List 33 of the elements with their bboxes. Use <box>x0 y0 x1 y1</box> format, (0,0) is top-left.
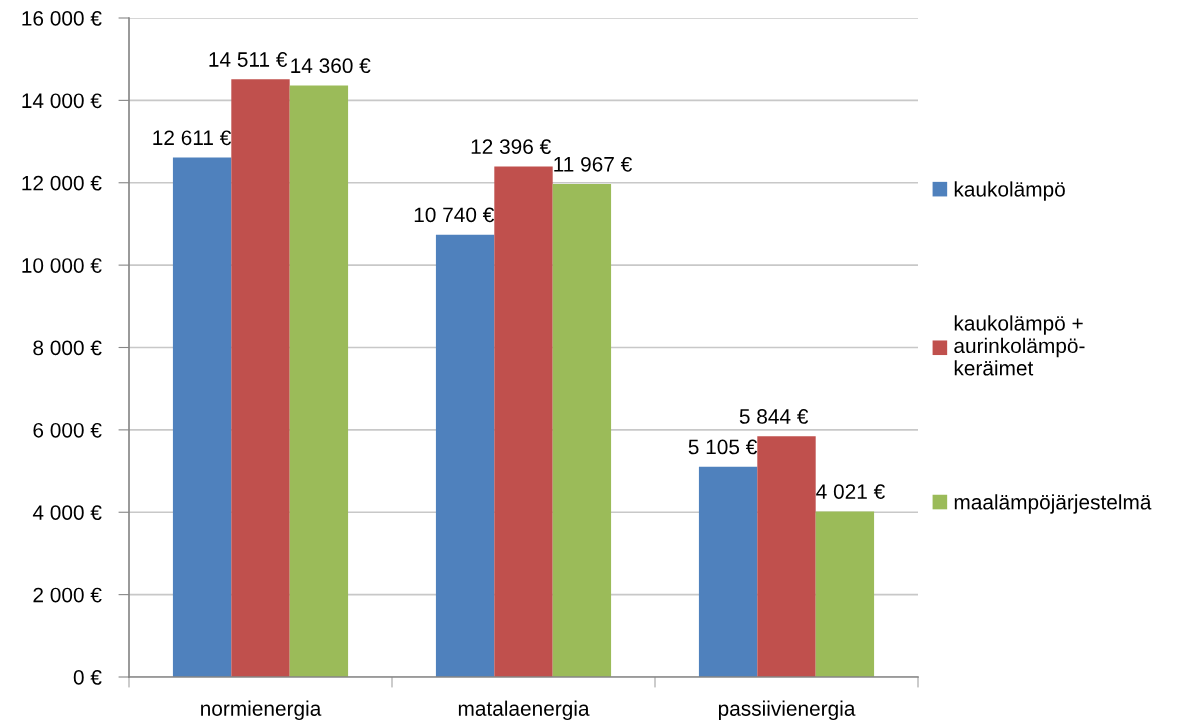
data-label: 11 967 € <box>554 156 632 172</box>
legend-label: maalämpöjärjestelmä <box>954 494 1152 514</box>
y-tick-label: 14 000 € <box>22 93 102 109</box>
bar <box>698 466 758 677</box>
legend-label: kaukolämpö + aurinkolämpö-keräimet <box>954 315 1085 376</box>
bar <box>289 85 349 677</box>
y-tick-label: 0 € <box>73 670 102 685</box>
bar <box>494 166 553 677</box>
data-label: 5 844 € <box>739 409 809 424</box>
y-tick-label: 10 000 € <box>22 258 102 273</box>
x-tick-label: normienergia <box>201 700 322 721</box>
bar <box>435 234 495 677</box>
y-tick-label: 8 000 € <box>33 340 102 356</box>
bar <box>231 79 290 677</box>
bar <box>552 184 612 677</box>
data-label: 12 611 € <box>153 130 232 146</box>
y-tick-label: 12 000 € <box>22 175 102 191</box>
y-tick-label: 2 000 € <box>33 587 102 603</box>
legend-label: kaukolämpö <box>954 181 1065 201</box>
bar <box>172 157 232 677</box>
y-tick-label: 16 000 € <box>22 11 102 26</box>
bar <box>757 436 816 677</box>
data-label: 14 360 € <box>291 58 371 74</box>
y-tick-label: 4 000 € <box>32 505 102 520</box>
data-label: 4 021 € <box>816 484 885 499</box>
x-tick-label: passiivienergia <box>718 700 856 721</box>
y-tick-label: 6 000 € <box>33 422 102 438</box>
data-label: 5 105 € <box>688 439 758 455</box>
x-tick-label: matalaenergia <box>458 700 590 721</box>
data-label: 14 511 € <box>209 52 288 67</box>
data-label: 10 740 € <box>414 207 495 223</box>
bar <box>815 511 875 677</box>
data-label: 12 396 € <box>471 139 551 154</box>
